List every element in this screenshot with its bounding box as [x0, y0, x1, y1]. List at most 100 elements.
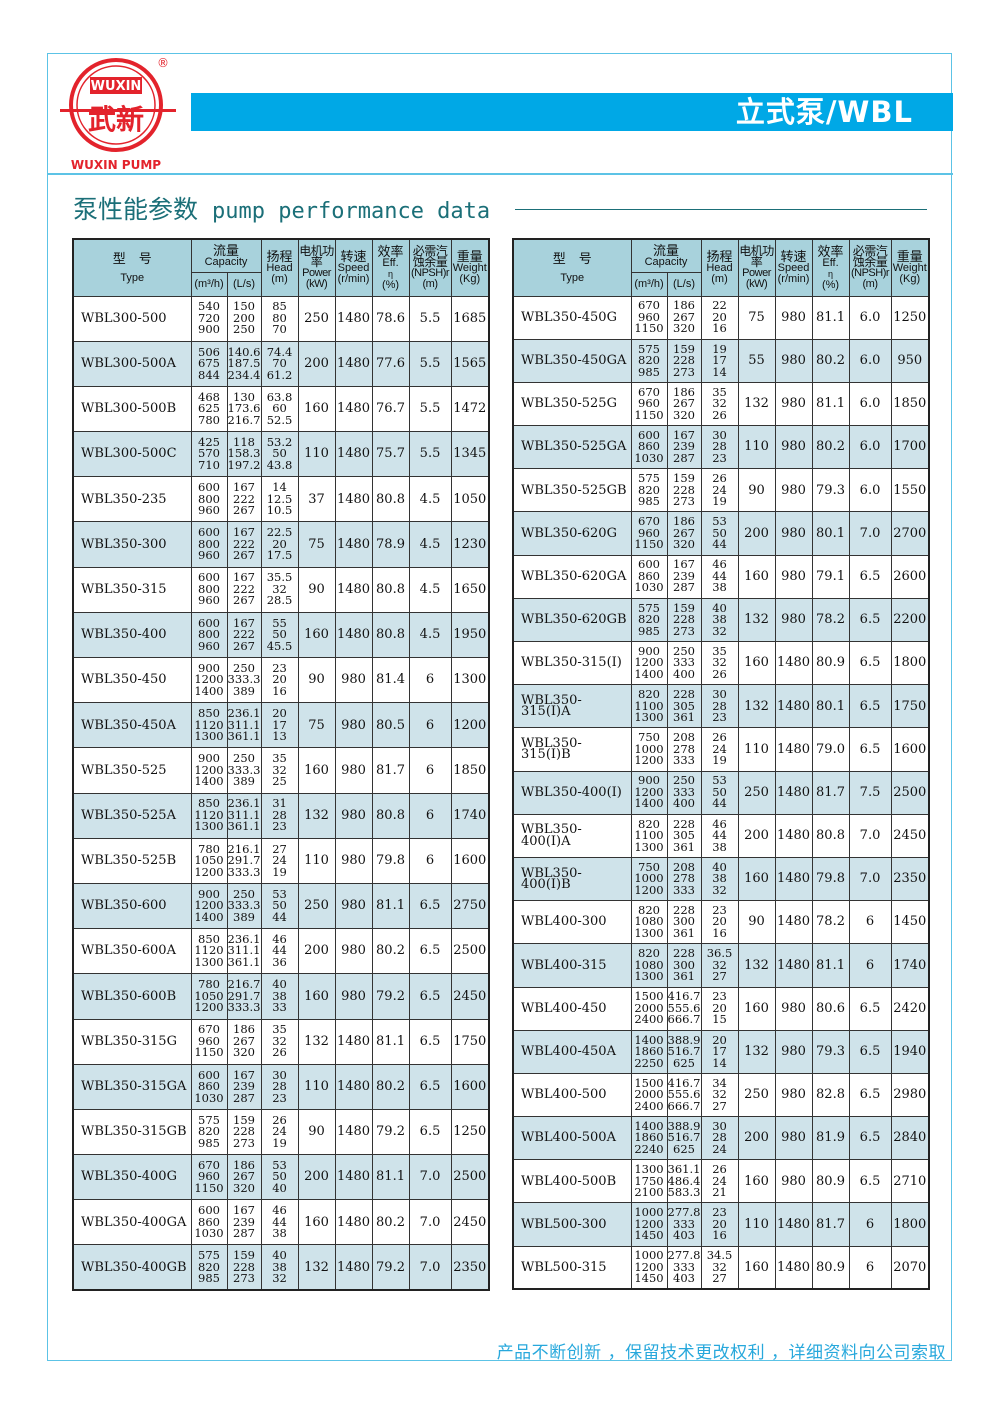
capacity-ls-cell-value: 320: [673, 537, 695, 552]
head-cell: 40 38 32: [700, 856, 739, 902]
head-cell: 85 80 70: [260, 295, 299, 342]
head-cell-value: 50: [272, 1169, 287, 1184]
head-cell-value: 14: [712, 364, 727, 379]
efficiency-cell: 79.1: [811, 554, 850, 599]
capacity-m3h-cell-value: 1000: [634, 1248, 664, 1263]
capacity-m3h-cell-value: 780: [198, 977, 220, 992]
capacity-m3h-cell: 600 800 960: [190, 521, 228, 568]
performance-table-left: 型 号 Type 流量 Capacity 扬程 Head (m) 电机功率 Power (kW) 转…: [72, 238, 491, 1292]
capacity-m3h-cell-value: 820: [638, 482, 660, 497]
head-cell-value: 35: [712, 643, 727, 658]
col-head-label: (m): [271, 273, 288, 286]
npsh-cell: 6.5: [408, 1018, 452, 1065]
model-cell: WBL350-450: [72, 656, 192, 704]
table-row: WBL350-600A 850 1120 1300 236.1 311.1 361.1 46 4…: [72, 928, 490, 975]
capacity-m3h-cell-value: 600: [198, 1067, 220, 1082]
capacity-ls-cell: 167 239 287: [666, 425, 702, 470]
head-cell-value: 40: [712, 859, 727, 874]
col-npsh-label: 必需汽蚀余量: [852, 243, 888, 269]
col-type-label: 型 号: [552, 250, 592, 266]
capacity-m3h-cell-value: 1300: [634, 710, 664, 725]
weight-cell: 1600: [890, 727, 930, 772]
col-npsh-label: 必需汽蚀余量: [412, 243, 448, 269]
speed-cell: 980: [334, 747, 373, 794]
head-cell: 55 50 45.5: [260, 611, 299, 659]
speed-cell: 1480: [334, 1063, 373, 1110]
head-cell-value: 80: [272, 310, 287, 325]
capacity-ls-cell: 130 173.6 216.7: [226, 385, 262, 433]
capacity-ls-cell-value: 403: [673, 1228, 695, 1243]
capacity-ls-cell: 167 239 287: [226, 1199, 262, 1246]
col-efficiency-label: 效率: [377, 243, 404, 259]
table-row: WBL350-600B 780 1050 1200 216.7 291.7 333.3 40 3…: [72, 973, 490, 1020]
capacity-m3h-cell-value: 960: [638, 525, 660, 540]
speed-cell: 980: [334, 837, 373, 884]
model-cell: WBL350-600A: [72, 928, 192, 975]
capacity-ls-cell: 159 228 273: [666, 338, 702, 383]
capacity-m3h-cell: 425 570 710: [190, 431, 228, 478]
npsh-cell: 7.0: [408, 1199, 452, 1246]
head-cell-value: 55: [272, 615, 287, 630]
capacity-m3h-cell-value: 850: [198, 796, 220, 811]
capacity-ls-cell-value: 216.1: [227, 841, 261, 856]
col-power-label: Power: [302, 266, 331, 279]
capacity-m3h-cell: 670 960 1150: [190, 1154, 228, 1201]
col-efficiency: 效率 Eff. η (%): [371, 238, 410, 297]
head-cell-value: 20: [712, 914, 727, 929]
model-cell: WBL350-235: [72, 476, 192, 523]
capacity-ls-cell-value: 208: [673, 859, 695, 874]
efficiency-cell: 80.2: [371, 1199, 410, 1246]
col-head-label: 扬程: [266, 249, 293, 265]
power-cell: 132: [737, 597, 776, 643]
capacity-ls-cell-value: 236.1: [227, 706, 261, 721]
capacity-ls-cell-value: 140.6: [227, 344, 261, 359]
performance-table-right: 型 号 Type 流量 Capacity 扬程 Head (m) 电机功率 Power (kW) 转…: [512, 238, 931, 1291]
weight-cell: 1550: [890, 468, 930, 513]
capacity-m3h-cell-value: 1500: [634, 989, 664, 1004]
efficiency-cell: 77.6: [371, 340, 410, 387]
capacity-ls-cell: 416.7 555.6 666.7: [666, 1072, 702, 1118]
capacity-m3h-cell-value: 1030: [194, 1090, 224, 1105]
capacity-m3h-cell-value: 900: [638, 773, 660, 788]
col-efficiency-label: (%): [381, 278, 400, 291]
table-row: WBL350-400(I)B 750 1000 1200 208 278 333 40 38 32…: [512, 856, 930, 902]
model-cell: WBL300-500B: [72, 385, 192, 433]
power-cell: 110: [737, 1202, 776, 1247]
capacity-m3h-cell: 900 1200 1400: [630, 640, 668, 686]
capacity-m3h-cell-value: 820: [198, 1124, 220, 1139]
efficiency-cell: 81.1: [371, 1154, 410, 1201]
npsh-cell: 6.0: [848, 425, 892, 470]
head-cell-value: 26: [272, 1112, 287, 1127]
capacity-m3h-cell-value: 1030: [194, 1226, 224, 1241]
power-cell: 132: [737, 1029, 776, 1074]
speed-cell: 1480: [334, 1199, 373, 1246]
weight-cell: 2420: [890, 986, 930, 1031]
model-cell: WBL350-315(I)A: [512, 684, 632, 729]
capacity-m3h-cell-value: 1860: [634, 1130, 664, 1145]
head-cell-value: 16: [272, 683, 287, 698]
capacity-m3h-cell: 600 860 1030: [630, 554, 668, 599]
capacity-m3h-cell: 600 800 960: [190, 476, 228, 523]
head-cell-value: 24: [712, 1173, 727, 1188]
capacity-ls-cell-value: 277.8: [667, 1205, 701, 1220]
speed-cell: 980: [334, 973, 373, 1020]
capacity-m3h-cell: 468 625 780: [190, 385, 228, 433]
head-cell-value: 20: [272, 706, 287, 721]
capacity-m3h-cell-value: 985: [638, 364, 660, 379]
capacity-ls-cell-value: 333: [673, 1216, 695, 1231]
table-row: WBL500-300 1000 1200 1450 277.8 333 403 23 20 16 1…: [512, 1202, 930, 1247]
efficiency-cell: 81.1: [371, 882, 410, 930]
head-cell-value: 32: [712, 1087, 727, 1102]
head-cell: 26 24 19: [700, 468, 739, 513]
efficiency-cell: 80.2: [371, 928, 410, 975]
head-cell-value: 45.5: [266, 638, 293, 653]
head-cell-value: 40: [272, 977, 287, 992]
capacity-ls-cell-value: 361.1: [227, 954, 261, 969]
capacity-ls-cell-value: 228: [673, 353, 695, 368]
capacity-ls-cell-value: 625: [673, 1141, 695, 1156]
capacity-ls-cell-value: 267: [233, 1169, 255, 1184]
table-row: WBL400-315 820 1080 1300 228 300 361 36.5 32 27 13…: [512, 943, 930, 988]
capacity-m3h-cell-value: 575: [198, 1112, 220, 1127]
capacity-ls-cell-value: 278: [673, 871, 695, 886]
table-row: WBL350-400GA 600 860 1030 167 239 287 46 44 38 160…: [72, 1199, 490, 1246]
